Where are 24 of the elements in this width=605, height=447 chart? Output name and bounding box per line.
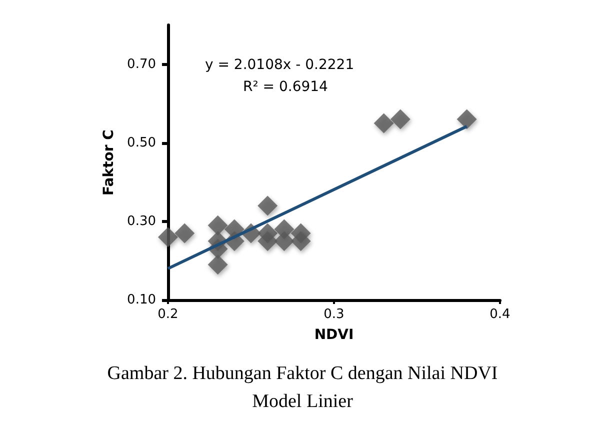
point [158, 227, 178, 248]
text: Gambar 2. Hubungan Faktor C dengan Nilai NDVI [107, 363, 498, 384]
point [274, 231, 294, 252]
point [374, 113, 394, 134]
text: Model Linier [252, 391, 354, 412]
x-axis-title: NDVI [314, 327, 354, 343]
point [390, 109, 410, 130]
y-tick-label: 0.10 [127, 292, 156, 308]
point [456, 109, 477, 130]
point [258, 231, 278, 252]
annotation: R² = 0.6914 [243, 79, 328, 95]
x-tick-label: 0.2 [158, 307, 178, 322]
point [290, 231, 311, 252]
y-tick-label: 0.70 [127, 56, 156, 72]
y-tick-label: 0.50 [127, 135, 156, 150]
point [258, 196, 278, 216]
annotation: y = 2.0108x - 0.2221 [205, 57, 354, 73]
y-tick-label: 0.30 [127, 214, 156, 229]
x-tick-label: 0.3 [324, 307, 344, 322]
point [174, 223, 195, 244]
point [208, 215, 228, 236]
y-axis-title: Faktor C [101, 130, 118, 196]
point [208, 254, 228, 275]
x-tick-label: 0.4 [490, 307, 510, 322]
